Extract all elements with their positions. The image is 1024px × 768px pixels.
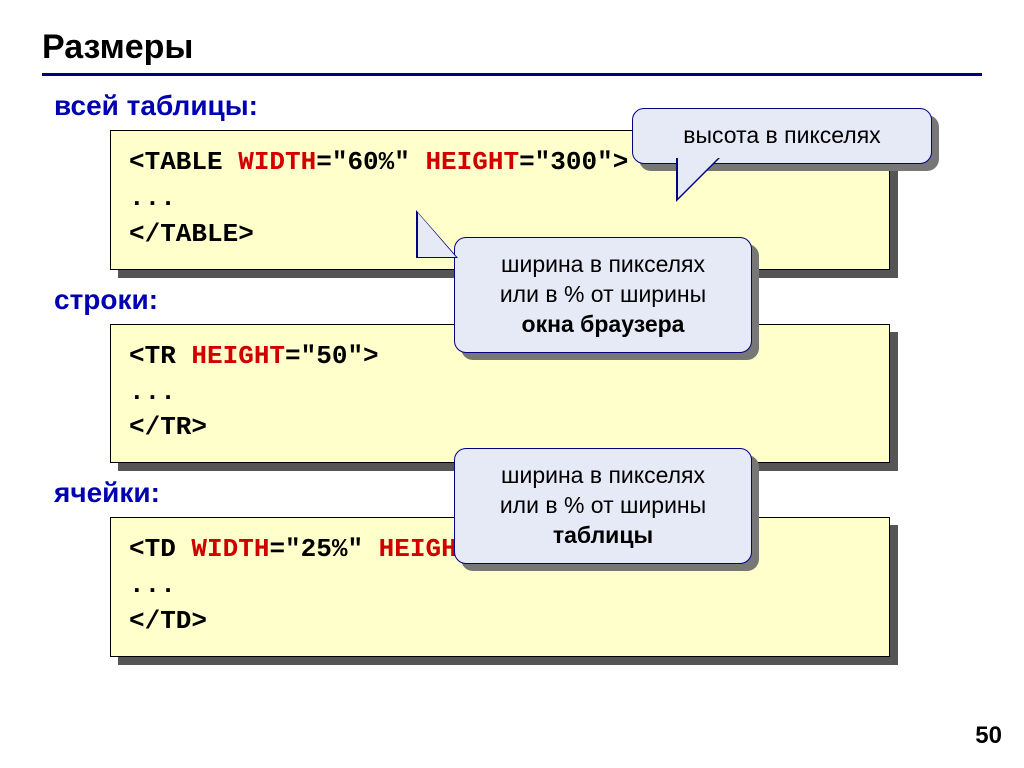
code-text: ... [129, 183, 176, 213]
code-text: <TR [129, 341, 191, 371]
code-text: <TABLE [129, 147, 238, 177]
code-text: </TABLE> [129, 219, 254, 249]
callout-text: ширина в пикселях [501, 462, 705, 488]
code-text: <TD [129, 534, 191, 564]
code-text: ... [129, 570, 176, 600]
page-number: 50 [975, 722, 1002, 750]
callout-text-bold: окна браузера [522, 311, 685, 337]
code-keyword: HEIGHT [425, 147, 519, 177]
callout-text: ширина в пикселях [501, 251, 705, 277]
title-rule [42, 73, 982, 76]
code-keyword: WIDTH [191, 534, 269, 564]
callout-width-table: ширина в пикселях или в % от ширины табл… [454, 448, 752, 564]
code-keyword: HEIGHT [191, 341, 285, 371]
callout-text: или в % от ширины [500, 281, 706, 307]
code-text: ="25%" [269, 534, 378, 564]
code-text: ... [129, 377, 176, 407]
callout-text: высота в пикселях [683, 122, 880, 148]
code-text: ="300"> [519, 147, 628, 177]
callout-width-browser: ширина в пикселях или в % от ширины окна… [454, 237, 752, 353]
callout-text-bold: таблицы [553, 522, 653, 548]
slide-title: Размеры [42, 28, 982, 67]
code-text: </TD> [129, 606, 207, 636]
callout-height-px: высота в пикселях [632, 108, 932, 164]
code-keyword: WIDTH [238, 147, 316, 177]
code-text: ="50"> [285, 341, 379, 371]
callout-text: или в % от ширины [500, 492, 706, 518]
code-text: </TR> [129, 412, 207, 442]
code-text: ="60%" [316, 147, 425, 177]
